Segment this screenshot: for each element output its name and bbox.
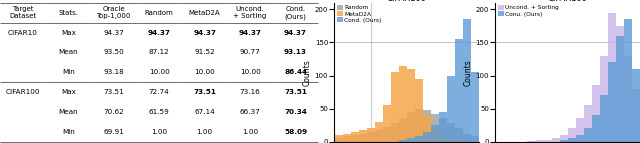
Bar (447, 123, 455, 142)
Bar (431, 114, 439, 142)
Bar (455, 128, 463, 142)
Bar (624, 19, 632, 142)
Bar (431, 128, 439, 142)
Bar (616, 26, 624, 142)
Bar (592, 115, 600, 142)
Bar (383, 127, 391, 142)
Y-axis label: Counts: Counts (464, 59, 473, 86)
Bar (367, 132, 374, 142)
Bar (576, 135, 584, 142)
Bar (431, 125, 439, 142)
Bar (624, 56, 632, 142)
Bar (399, 140, 407, 142)
Bar (543, 140, 552, 142)
Bar (584, 128, 592, 142)
Bar (399, 118, 407, 142)
Bar (415, 79, 423, 142)
Bar (342, 136, 351, 142)
Title: CIFAR100: CIFAR100 (387, 0, 427, 3)
Bar (358, 134, 367, 142)
Bar (383, 105, 391, 142)
Bar (568, 138, 576, 142)
Bar (600, 56, 608, 142)
Bar (455, 140, 463, 142)
Bar (374, 130, 383, 142)
Bar (463, 134, 471, 142)
Bar (439, 118, 447, 142)
Bar (415, 136, 423, 142)
Legend: Random, MetaD2A, Cond. (Ours): Random, MetaD2A, Cond. (Ours) (336, 5, 382, 23)
Y-axis label: Counts: Counts (303, 59, 312, 86)
Bar (407, 69, 415, 142)
Bar (407, 112, 415, 142)
Bar (342, 134, 351, 142)
Bar (391, 72, 399, 142)
Title: CIFAR100: CIFAR100 (548, 0, 588, 3)
Legend: Uncond. + Sorting, Conu. (Ours): Uncond. + Sorting, Conu. (Ours) (497, 5, 559, 17)
Bar (616, 36, 624, 142)
Bar (447, 138, 455, 142)
Bar (447, 76, 455, 142)
Bar (552, 138, 559, 142)
Bar (576, 118, 584, 142)
Bar (527, 141, 536, 142)
Bar (568, 128, 576, 142)
Bar (584, 105, 592, 142)
Bar (367, 128, 374, 142)
Bar (471, 136, 479, 142)
Bar (335, 135, 342, 142)
Bar (632, 69, 640, 142)
Bar (608, 13, 616, 142)
Bar (536, 140, 543, 142)
Bar (351, 132, 358, 142)
Bar (423, 132, 431, 142)
Bar (559, 135, 568, 142)
Bar (559, 140, 568, 142)
Bar (358, 130, 367, 142)
Bar (399, 66, 407, 142)
Bar (391, 123, 399, 142)
Bar (455, 39, 463, 142)
Bar (415, 109, 423, 142)
Bar (592, 85, 600, 142)
Bar (463, 19, 471, 142)
Bar (351, 135, 358, 142)
Bar (600, 95, 608, 142)
Bar (632, 89, 640, 142)
Bar (407, 138, 415, 142)
Bar (463, 141, 471, 142)
Bar (335, 138, 342, 142)
Bar (608, 62, 616, 142)
Bar (439, 112, 447, 142)
Bar (423, 115, 431, 142)
Bar (423, 110, 431, 142)
Bar (374, 122, 383, 142)
Bar (439, 135, 447, 142)
Bar (471, 72, 479, 142)
